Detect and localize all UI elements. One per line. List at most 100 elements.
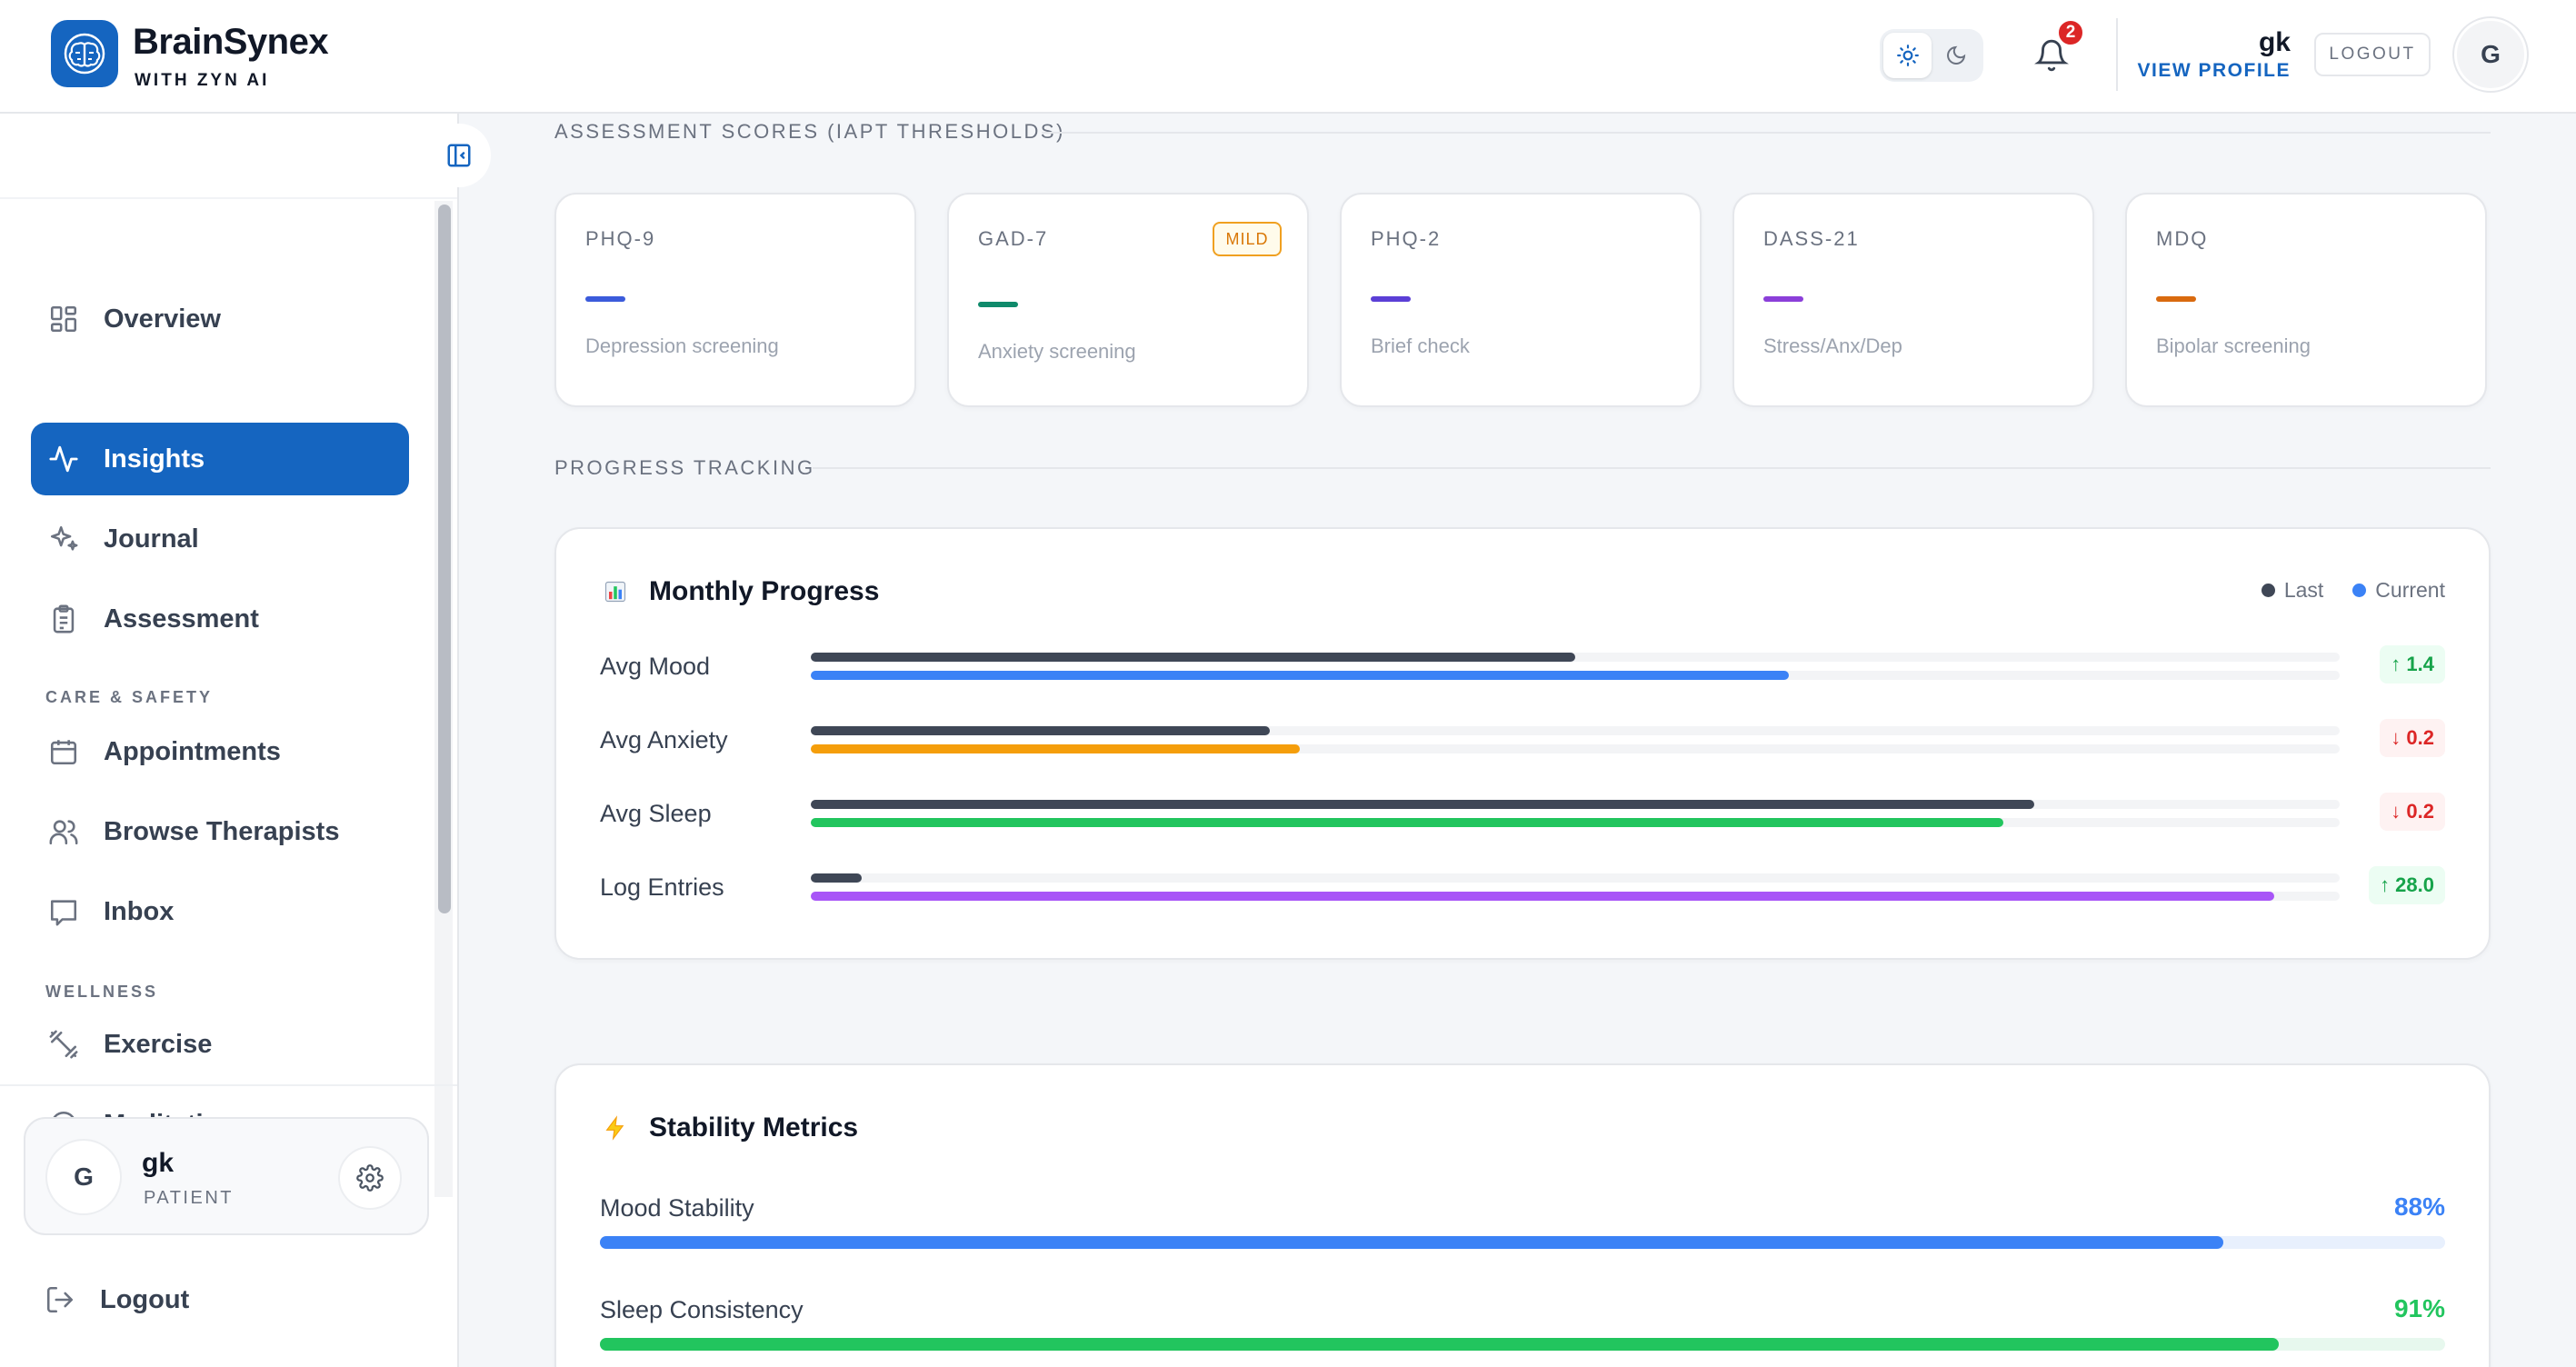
score-placeholder-dash	[978, 302, 1018, 307]
assessment-card[interactable]: PHQ-2 Brief check	[1340, 193, 1702, 407]
gear-icon	[356, 1164, 384, 1192]
sidebar-item-insights[interactable]: Insights	[31, 423, 409, 495]
progress-metric-label: Avg Mood	[600, 653, 711, 680]
sidebar-item-browse-therapists[interactable]: Browse Therapists	[31, 795, 409, 868]
view-profile-link[interactable]: VIEW PROFILE	[2137, 60, 2291, 81]
assessment-name: DASS-21	[1763, 227, 1860, 250]
top-header: BrainSynex WITH ZYN AI 2 gk VIEW PROFILE…	[0, 0, 2576, 114]
header-divider	[2116, 18, 2118, 91]
progress-section-line	[813, 467, 2491, 469]
stability-bar-track	[600, 1236, 2445, 1249]
sidebar-collapse-button[interactable]	[427, 124, 491, 187]
assessment-card[interactable]: DASS-21 Stress/Anx/Dep	[1732, 193, 2094, 407]
stability-metrics-panel: Stability Metrics Mood Stability 88% Sleep…	[554, 1063, 2491, 1367]
sidebar-item-inbox[interactable]: Inbox	[31, 875, 409, 948]
section-care-safety: CARE & SAFETY	[45, 688, 214, 706]
sidebar: Overview Insights Journal Assessment CAR…	[0, 114, 459, 1367]
current-bar	[811, 744, 1301, 753]
assessment-card[interactable]: MDQ Bipolar screening	[2125, 193, 2487, 407]
current-bar	[811, 892, 2274, 901]
sidebar-nav: Overview Insights Journal Assessment CAR…	[0, 199, 457, 1199]
header-avatar[interactable]: G	[2454, 18, 2527, 91]
progress-metric-label: Avg Sleep	[600, 800, 712, 827]
legend-current-dot	[2352, 584, 2367, 597]
assessment-card[interactable]: PHQ-9 Depression screening	[554, 193, 916, 407]
current-bar-track	[811, 671, 2340, 680]
stability-metric-label: Sleep Consistency	[600, 1296, 804, 1323]
change-badge: ↑ 28.0	[2369, 866, 2445, 904]
brand-name: BrainSynex	[133, 22, 329, 62]
assessment-description: Bipolar screening	[2156, 334, 2311, 357]
assessment-description: Stress/Anx/Dep	[1763, 334, 1902, 357]
stability-metric-value: 91%	[2393, 1294, 2445, 1322]
panel-collapse-icon	[447, 144, 471, 167]
message-icon	[45, 893, 82, 930]
sidebar-item-label: Assessment	[104, 604, 259, 634]
header-logout-button[interactable]: LOGOUT	[2314, 33, 2431, 76]
legend-last-dot	[2261, 584, 2275, 597]
sidebar-item-journal[interactable]: Journal	[31, 503, 409, 575]
score-placeholder-dash	[585, 296, 625, 302]
sidebar-item-label: Inbox	[104, 896, 175, 926]
sidebar-item-label: Exercise	[104, 1029, 213, 1059]
last-bar	[811, 653, 1575, 662]
progress-metric-label: Avg Anxiety	[600, 726, 728, 753]
lightning-icon	[600, 1113, 631, 1143]
assessment-name: GAD-7	[978, 227, 1049, 250]
sidebar-scrollbar-thumb[interactable]	[438, 205, 451, 913]
sidebar-item-label: Journal	[104, 524, 199, 554]
user-name: gk	[142, 1148, 175, 1178]
sidebar-item-label: Appointments	[104, 736, 281, 766]
notifications-button[interactable]	[2029, 33, 2074, 78]
sidebar-item-assessment[interactable]: Assessment	[31, 583, 409, 655]
brain-logo-icon[interactable]	[51, 20, 118, 87]
sidebar-item-label: Browse Therapists	[104, 816, 340, 846]
settings-button[interactable]	[338, 1146, 402, 1210]
assessment-section-line	[1042, 132, 2491, 134]
user-card: G gk PATIENT	[24, 1117, 429, 1235]
assessment-section-title: ASSESSMENT SCORES (IAPT THRESHOLDS)	[554, 120, 1065, 143]
section-wellness: WELLNESS	[45, 983, 159, 1001]
sun-icon	[1896, 45, 1919, 66]
moon-icon	[1946, 45, 1965, 65]
sidebar-item-exercise[interactable]: Exercise	[31, 1008, 409, 1081]
progress-legend: Last Current	[2232, 578, 2445, 603]
assessment-description: Anxiety screening	[978, 340, 1136, 363]
change-badge: ↑ 1.4	[2380, 645, 2445, 684]
bell-icon	[2034, 39, 2069, 72]
progress-section-title: PROGRESS TRACKING	[554, 456, 815, 479]
last-bar-track	[811, 873, 2340, 883]
sidebar-item-appointments[interactable]: Appointments	[31, 715, 409, 788]
calendar-icon	[45, 733, 82, 770]
current-bar-track	[811, 818, 2340, 827]
user-role: PATIENT	[144, 1188, 234, 1208]
current-bar	[811, 818, 2003, 827]
light-mode-button[interactable]	[1883, 33, 1932, 78]
change-badge: ↓ 0.2	[2380, 793, 2445, 831]
assessment-name: PHQ-9	[585, 227, 656, 250]
clipboard-icon	[45, 601, 82, 637]
avatar[interactable]: G	[47, 1141, 120, 1213]
theme-toggle[interactable]	[1880, 29, 1983, 82]
dark-mode-button[interactable]	[1932, 33, 1980, 78]
legend-last: Last	[2261, 578, 2323, 603]
stability-metric-label: Mood Stability	[600, 1194, 754, 1222]
score-placeholder-dash	[1371, 296, 1411, 302]
sidebar-logout-button[interactable]: Logout	[42, 1274, 189, 1325]
stability-metric-value: 88%	[2393, 1192, 2445, 1221]
assessment-card[interactable]: GAD-7 MILD Anxiety screening	[947, 193, 1309, 407]
last-bar-track	[811, 800, 2340, 809]
score-placeholder-dash	[1763, 296, 1803, 302]
sidebar-item-overview[interactable]: Overview	[31, 283, 409, 355]
progress-metric-label: Log Entries	[600, 873, 724, 901]
stability-title-text: Stability Metrics	[649, 1113, 859, 1142]
legend-current: Current	[2352, 578, 2445, 603]
legend-current-label: Current	[2375, 578, 2445, 602]
header-user-name: gk	[2258, 27, 2291, 57]
assessment-name: MDQ	[2156, 227, 2209, 250]
severity-badge: MILD	[1213, 222, 1282, 256]
grid-icon	[45, 301, 82, 337]
stability-title: Stability Metrics	[600, 1113, 858, 1143]
sidebar-bottom-divider	[0, 1084, 457, 1086]
current-bar-track	[811, 744, 2340, 753]
